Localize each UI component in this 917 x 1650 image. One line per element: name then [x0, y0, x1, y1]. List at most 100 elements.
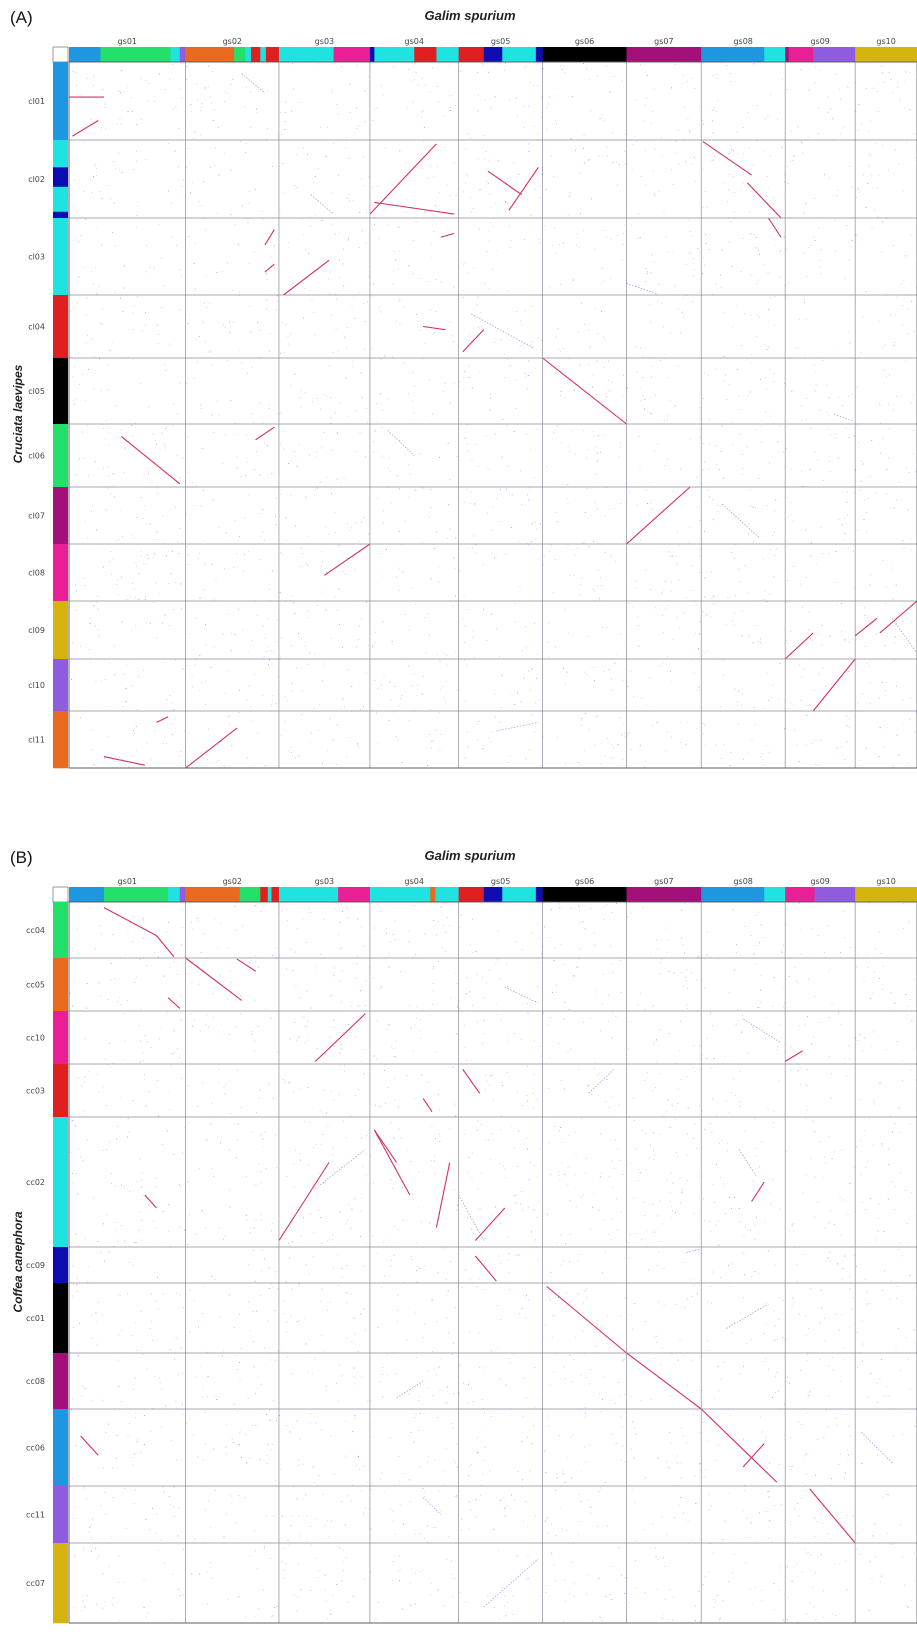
column-label-gs10: gs10 [876, 37, 895, 46]
row-segment-cl10-0 [53, 659, 68, 712]
column-label-gs01: gs01 [118, 37, 137, 46]
column-label-gs08: gs08 [733, 37, 752, 46]
row-label-cc03: cc03 [26, 1087, 45, 1096]
column-segment-gs02-1 [234, 47, 246, 62]
row-label-cc04: cc04 [26, 926, 45, 935]
column-segment-gs01-1 [103, 887, 169, 902]
weak-synteny-block-6 [721, 503, 761, 539]
synteny-block-12 [264, 263, 275, 273]
column-label-gs04: gs04 [405, 37, 424, 46]
column-segment-gs09-1 [788, 47, 814, 62]
column-segment-gs09-0 [785, 887, 815, 902]
row-segment-cc08-0 [53, 1353, 68, 1410]
synteny-block-7 [369, 143, 437, 215]
row-label-cl01: cl01 [28, 97, 45, 106]
row-segment-cc04-0 [53, 902, 68, 959]
row-segment-cc11-0 [53, 1486, 68, 1544]
column-segment-gs10-0 [855, 47, 917, 62]
weak-synteny-block-3 [458, 1194, 485, 1241]
column-segment-gs02-0 [185, 887, 241, 902]
row-label-cl11: cl11 [28, 736, 45, 745]
column-segment-gs04-1 [430, 887, 436, 902]
row-label-cl04: cl04 [28, 323, 45, 332]
column-label-gs06: gs06 [575, 37, 594, 46]
column-segment-gs09-1 [814, 887, 856, 902]
column-label-gs05: gs05 [491, 877, 510, 886]
synteny-block-1 [156, 935, 175, 958]
row-segment-cc01-0 [53, 1283, 68, 1354]
row-segment-cl04-0 [53, 295, 68, 359]
synteny-block-12 [751, 1181, 765, 1202]
row-segment-cl11-0 [53, 711, 68, 769]
column-segment-gs01-2 [168, 887, 181, 902]
synteny-block-26 [103, 756, 145, 766]
synteny-block-10 [767, 217, 782, 238]
row-label-cc05: cc05 [26, 981, 45, 990]
column-segment-gs05-1 [483, 887, 503, 902]
column-segment-gs02-4 [271, 887, 280, 902]
synteny-block-5 [314, 1013, 366, 1062]
row-label-cl05: cl05 [28, 387, 45, 396]
grid-lines [68, 901, 917, 1624]
row-segment-cl02-1 [53, 167, 68, 188]
row-label-cc01: cc01 [26, 1314, 45, 1323]
row-label-cl07: cl07 [28, 512, 45, 521]
column-segment-gs05-0 [458, 47, 485, 62]
column-segment-gs03-1 [338, 887, 371, 902]
column-segment-gs04-2 [414, 47, 437, 62]
column-label-gs03: gs03 [315, 877, 334, 886]
row-segment-cc02-0 [53, 1117, 68, 1248]
column-segment-gs02-1 [239, 887, 261, 902]
column-segment-gs04-2 [435, 887, 459, 902]
column-segment-gs04-1 [374, 47, 415, 62]
synteny-block-16 [121, 436, 181, 485]
row-label-cc09: cc09 [26, 1261, 45, 1270]
column-segment-gs08-1 [764, 887, 786, 902]
row-segment-cc09-0 [53, 1247, 68, 1284]
weak-synteny-block-9 [861, 1431, 893, 1464]
weak-synteny-block-2 [626, 283, 657, 294]
background-noise [69, 902, 917, 1624]
column-segment-gs05-2 [502, 47, 537, 62]
synteny-block-2 [236, 958, 256, 972]
synteny-block-9 [440, 232, 455, 238]
column-label-gs10: gs10 [876, 877, 895, 886]
synteny-block-19 [700, 1408, 778, 1483]
column-segment-gs03-1 [333, 47, 371, 62]
column-segment-gs03-0 [278, 887, 339, 902]
synteny-block-17 [546, 1286, 627, 1354]
synteny-block-10 [373, 1129, 411, 1196]
column-segment-gs05-3 [535, 47, 543, 62]
column-segment-gs10-0 [855, 887, 917, 902]
synteny-block-25 [185, 727, 238, 769]
column-segment-gs01-0 [69, 47, 101, 62]
row-label-cc02: cc02 [26, 1178, 45, 1187]
weak-synteny-block-10 [422, 1497, 442, 1515]
row-segment-cl02-3 [53, 211, 68, 219]
column-segment-gs05-3 [535, 887, 543, 902]
weak-synteny-block-5 [315, 1149, 366, 1189]
row-segment-cc05-0 [53, 958, 68, 1012]
row-label-cc06: cc06 [26, 1444, 45, 1453]
column-segment-gs06-0 [542, 47, 627, 62]
synteny-block-24 [156, 716, 169, 723]
column-label-gs04: gs04 [405, 877, 424, 886]
synteny-block-14 [373, 1129, 397, 1163]
weak-synteny-block-0 [504, 986, 539, 1004]
row-segment-cl02-0 [53, 140, 68, 168]
panel-label-b: (B) [10, 848, 33, 867]
column-label-gs06: gs06 [575, 877, 594, 886]
column-segment-gs01-3 [179, 47, 186, 62]
grid-lines [68, 61, 917, 769]
background-noise [69, 62, 917, 769]
row-segment-cl08-0 [53, 544, 68, 602]
dotplot-panel-b: (B) Galim spurium Coffea canephora gs01 g… [0, 840, 917, 1650]
synteny-block-5 [374, 201, 455, 215]
weak-synteny-block-7 [891, 618, 917, 654]
panel-title-b: Galim spurium [424, 848, 516, 863]
column-segment-gs06-0 [542, 887, 627, 902]
row-label-cc10: cc10 [26, 1034, 45, 1043]
weak-synteny-block-4 [738, 1149, 757, 1176]
synteny-block-21 [854, 617, 878, 637]
synteny-block-18 [626, 1352, 702, 1410]
